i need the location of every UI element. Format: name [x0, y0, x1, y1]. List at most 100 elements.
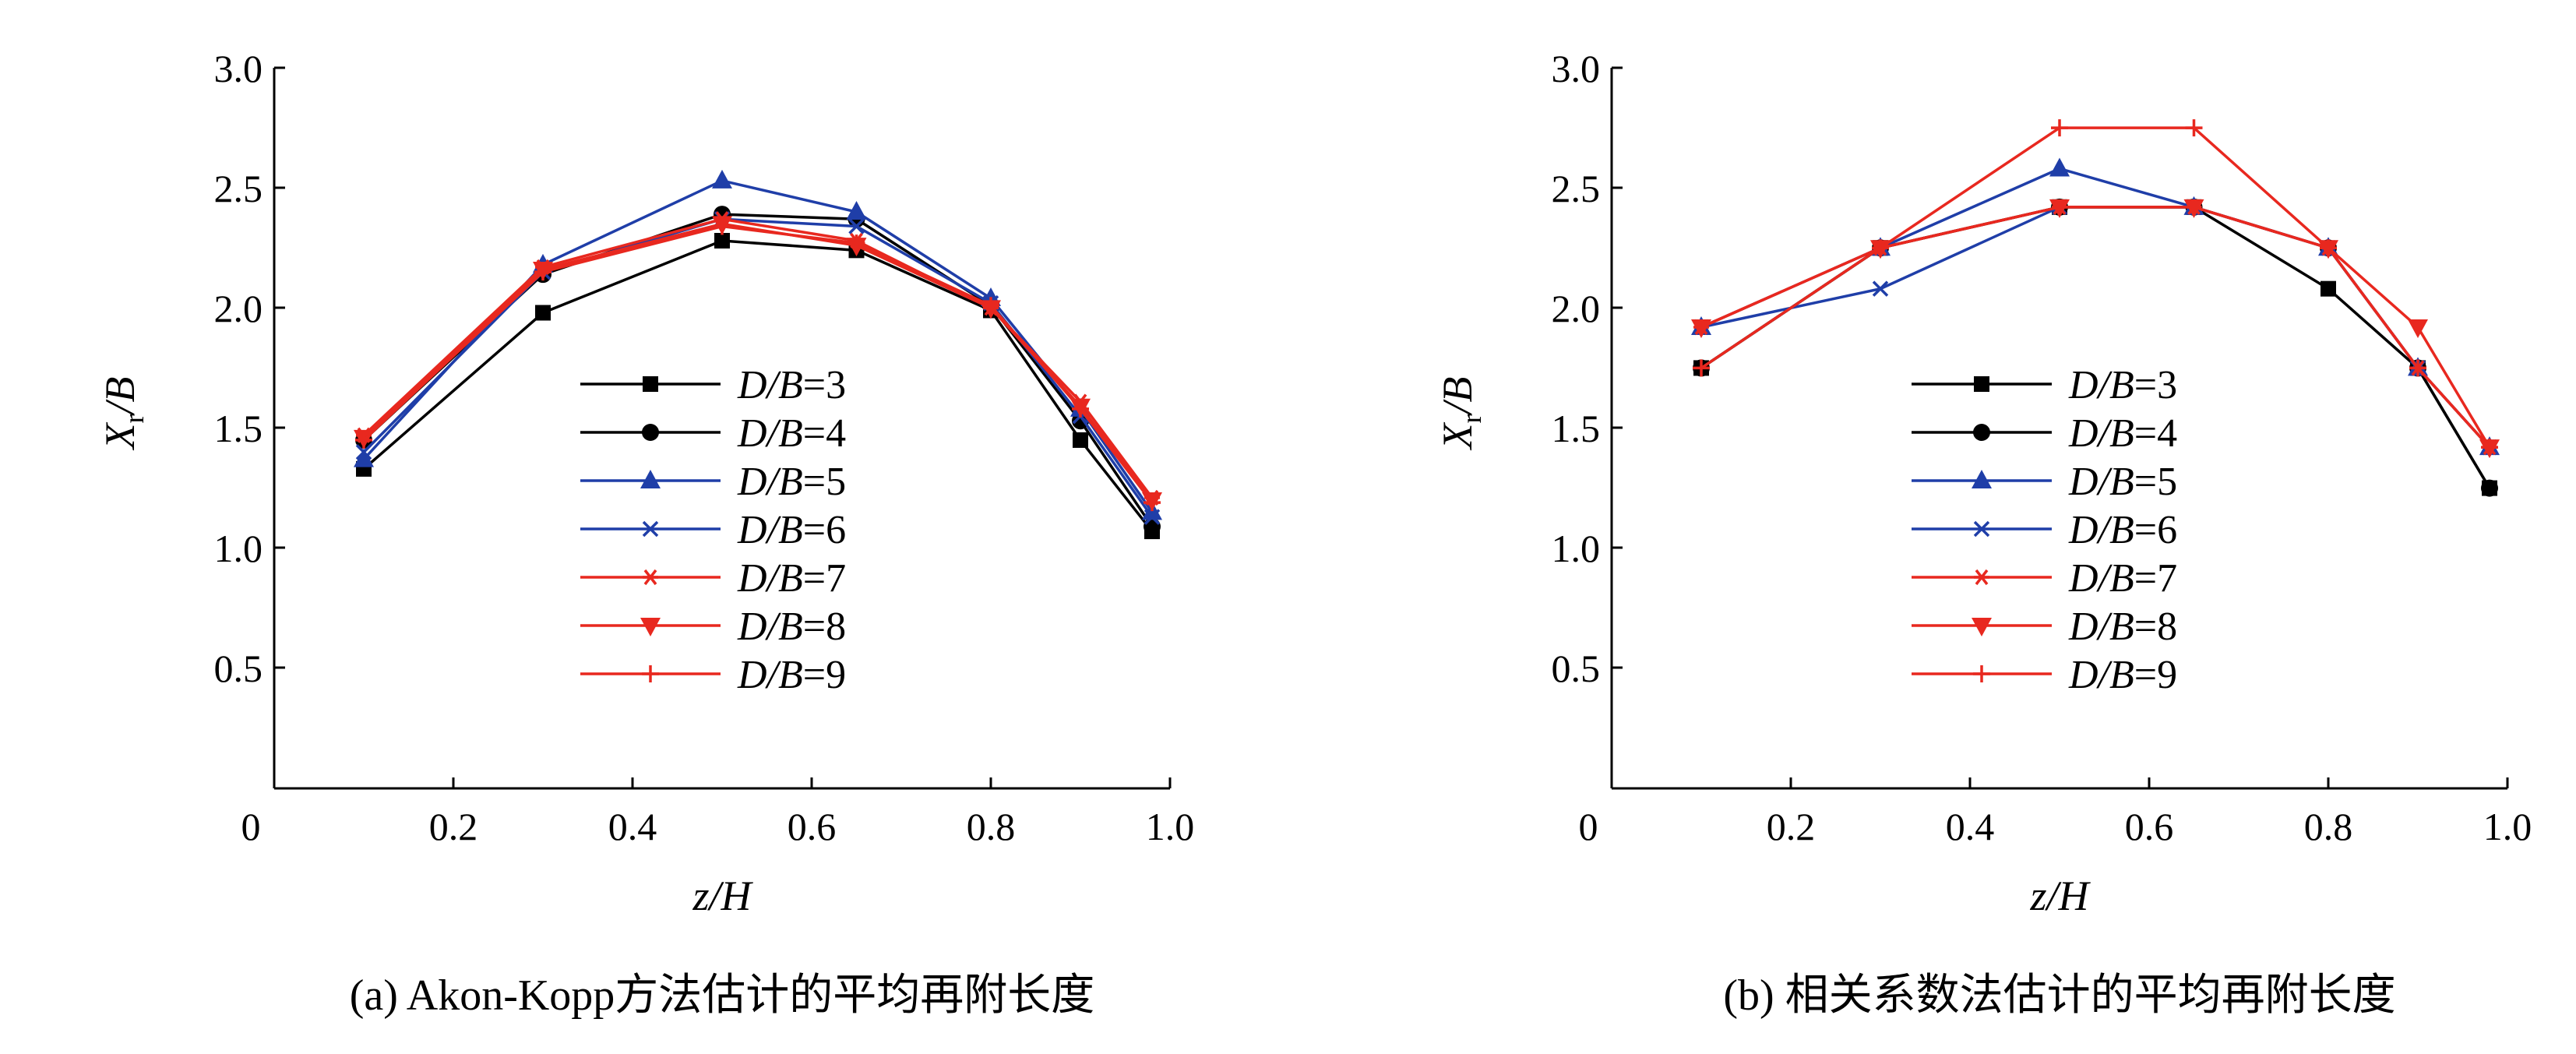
series-d-b-9 — [355, 217, 1161, 512]
panel-b-y-tick-label: 3.0 — [1552, 47, 1601, 90]
legend-label: D/B=7 — [2068, 556, 2177, 601]
legend-marker — [640, 470, 661, 488]
data-point — [1072, 400, 1089, 418]
panel-a-y-ticks: 0.5 1.0 1.5 2.0 2.5 3.0 — [214, 47, 285, 690]
panel-b-y-axis-title-rest: /B — [1434, 377, 1481, 417]
data-point — [1144, 517, 1161, 535]
legend-label: D/B=3 — [737, 363, 846, 407]
legend-label: D/B=4 — [737, 411, 846, 456]
data-point — [1144, 509, 1161, 525]
legend-label: D/B=4 — [2068, 411, 2177, 456]
panel-a-y-tick-label: 0.5 — [214, 647, 263, 690]
legend-marker — [642, 520, 659, 538]
panel-a-x-tick-label: 0.8 — [967, 805, 1016, 848]
legend-label: D/B=8 — [2068, 605, 2177, 649]
data-point — [848, 234, 865, 252]
panel-b-legend: D/B=3D/B=4D/B=5D/B=6D/B=7D/B=8D/B=9 — [1912, 363, 2177, 697]
legend-label: D/B=8 — [737, 605, 846, 649]
panel-a-x-tick-label: 0.2 — [429, 805, 478, 848]
panel-a-legend: D/B=3D/B=4D/B=5D/B=6D/B=7D/B=8D/B=9 — [580, 363, 846, 697]
legend-marker — [1973, 424, 1990, 441]
data-point — [712, 169, 732, 189]
legend-item: D/B=9 — [1912, 653, 2177, 697]
series-d-b-5 — [1691, 157, 2500, 456]
data-point — [1144, 494, 1161, 512]
data-point — [1872, 239, 1889, 257]
panel-a-chart: 0.5 1.0 1.5 2.0 2.5 3.0 0 0.2 0.4 0.6 0.… — [97, 47, 1194, 1020]
panel-b-y-tick-label: 2.0 — [1552, 287, 1601, 330]
panel-b-y-tick-label: 1.5 — [1552, 407, 1601, 450]
panel-a-y-tick-label: 1.0 — [214, 527, 263, 570]
panel-a-x-axis-title: z/H — [692, 872, 753, 919]
panel-b-x-tick-label: 0.8 — [2304, 805, 2353, 848]
legend-marker — [1974, 569, 1989, 586]
legend-item: D/B=7 — [580, 556, 846, 601]
panel-b-chart: 0.5 1.0 1.5 2.0 2.5 3.0 0 0.2 0.4 0.6 0.… — [1434, 47, 2532, 1020]
legend-marker — [1973, 665, 1990, 682]
legend-item: D/B=5 — [580, 460, 846, 504]
data-point — [1073, 432, 1088, 448]
panel-a-y-tick-label: 1.5 — [214, 407, 263, 450]
legend-item: D/B=8 — [580, 605, 846, 649]
legend-marker — [643, 569, 658, 586]
data-point — [1693, 359, 1710, 377]
panel-a-y-tick-label: 2.0 — [214, 287, 263, 330]
legend-label: D/B=6 — [737, 508, 846, 552]
panel-a-x-tick-label: 1.0 — [1146, 805, 1195, 848]
data-point — [982, 297, 999, 315]
panel-b-y-tick-label: 2.5 — [1552, 167, 1601, 210]
legend-label: D/B=9 — [2068, 653, 2177, 697]
series-d-b-9 — [1693, 119, 2498, 456]
legend-item: D/B=7 — [1912, 556, 2177, 601]
legend-label: D/B=5 — [737, 460, 846, 504]
data-point — [2049, 199, 2070, 218]
legend-marker — [642, 424, 659, 441]
legend-item: D/B=6 — [1912, 508, 2177, 552]
panel-a-x-tick-label: 0 — [241, 805, 261, 848]
data-point — [2481, 479, 2498, 497]
data-point — [2409, 359, 2426, 377]
data-point — [2321, 280, 2336, 297]
legend-label: D/B=7 — [737, 556, 846, 601]
legend-item: D/B=3 — [1912, 363, 2177, 407]
panel-a-y-tick-label: 2.5 — [214, 167, 263, 210]
data-point — [1691, 319, 1711, 338]
data-point — [2183, 199, 2204, 218]
panel-a-y-axis-title-rest: /B — [97, 377, 143, 417]
data-point — [2049, 157, 2070, 177]
data-point — [355, 444, 372, 460]
panel-b-caption: (b) 相关系数法估计的平均再附长度 — [1723, 971, 2395, 1020]
panel-b-x-axis-title: z/H — [2029, 872, 2091, 919]
legend-marker — [1973, 520, 1990, 538]
panel-b-y-ticks: 0.5 1.0 1.5 2.0 2.5 3.0 — [1552, 47, 1623, 690]
panel-b-x-tick-label: 0 — [1579, 805, 1598, 848]
panel-b-y-tick-label: 0.5 — [1552, 647, 1601, 690]
legend-label: D/B=3 — [2068, 363, 2177, 407]
panel-b-y-axis-title-sub: r — [1456, 414, 1487, 424]
panel-a-y-axis-title: Xr/B — [97, 377, 150, 451]
data-point — [355, 431, 372, 449]
panel-a-y-axis-title-main: X — [97, 422, 143, 451]
panel-a-x-ticks: 0 0.2 0.4 0.6 0.8 1.0 — [241, 777, 1195, 848]
panel-b-x-ticks: 0 0.2 0.4 0.6 0.8 1.0 — [1579, 777, 2532, 848]
legend-item: D/B=3 — [580, 363, 846, 407]
data-point — [354, 448, 374, 467]
legend-label: D/B=5 — [2068, 460, 2177, 504]
panel-b-x-tick-label: 0.4 — [1946, 805, 1995, 848]
data-point — [2051, 119, 2068, 137]
data-point — [2320, 239, 2337, 257]
data-point — [714, 233, 730, 249]
panel-b-x-tick-label: 0.2 — [1767, 805, 1816, 848]
data-point — [848, 218, 865, 234]
legend-item: D/B=9 — [580, 653, 846, 697]
legend-marker — [1972, 470, 1992, 488]
legend-marker — [642, 665, 659, 682]
legend-marker — [1972, 618, 1992, 636]
panel-a-y-tick-label: 3.0 — [214, 47, 263, 90]
data-point — [535, 305, 551, 321]
data-point — [534, 263, 551, 281]
legend-marker — [640, 618, 661, 636]
panel-a-x-tick-label: 0.4 — [608, 805, 657, 848]
legend-label: D/B=9 — [737, 653, 846, 697]
